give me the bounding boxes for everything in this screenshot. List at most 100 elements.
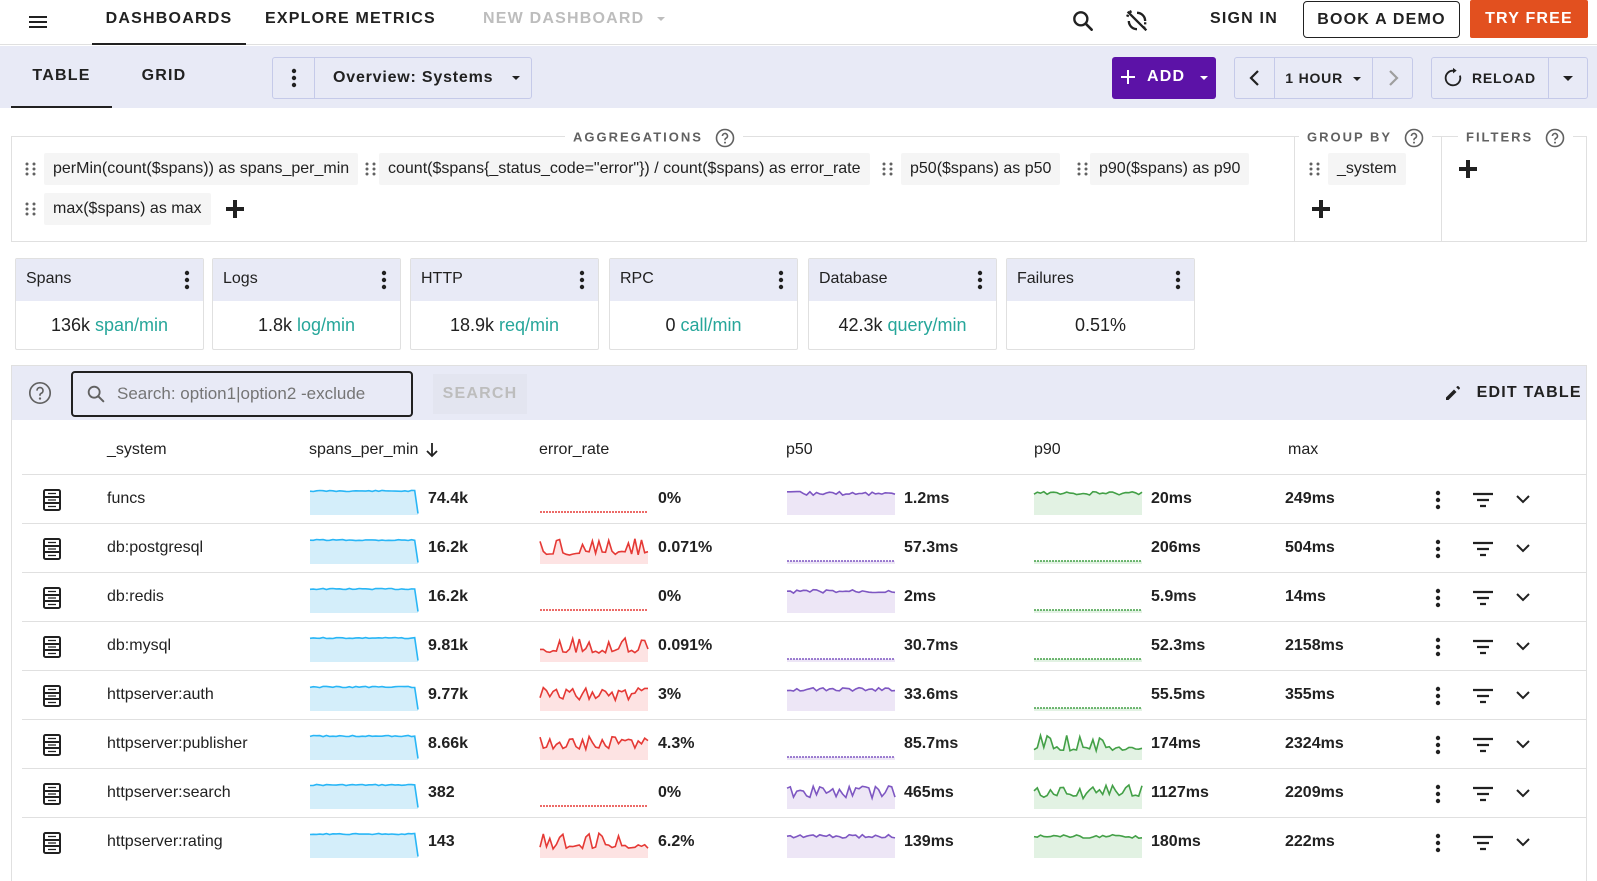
chevron-down-icon[interactable] <box>1515 786 1531 800</box>
table-row[interactable]: db:mysql 9.81k 0.091% 30.7ms <box>22 621 1586 671</box>
chevron-down-icon[interactable] <box>1515 835 1531 849</box>
system-name[interactable]: httpserver:auth <box>107 686 214 703</box>
more-vert-icon[interactable] <box>1434 832 1442 854</box>
column-header-spans-per-min[interactable]: spans_per_min <box>309 441 439 459</box>
add-button[interactable]: ADD <box>1112 57 1216 99</box>
theme-toggle-icon[interactable] <box>1123 7 1151 35</box>
help-icon[interactable] <box>715 128 735 148</box>
system-name[interactable]: db:mysql <box>107 637 172 654</box>
add-filter-button[interactable] <box>1454 155 1482 183</box>
nav-dashboards[interactable]: DASHBOARDS <box>92 0 246 45</box>
chevron-down-icon[interactable] <box>1515 590 1531 604</box>
table-row[interactable]: db:redis 16.2k 0% 2ms <box>22 572 1586 622</box>
help-icon[interactable] <box>28 381 52 405</box>
column-header-max[interactable]: max <box>1288 441 1319 458</box>
aggregation-chip[interactable]: count($spans{_status_code="error"}) / co… <box>379 153 870 185</box>
chevron-down-icon[interactable] <box>1515 541 1531 555</box>
drag-handle-icon[interactable] <box>24 161 38 179</box>
column-header-system[interactable]: _system <box>107 441 167 458</box>
sign-in-link[interactable]: SIGN IN <box>1210 10 1278 27</box>
menu-icon[interactable] <box>26 10 50 34</box>
aggregation-chip[interactable]: max($spans) as max <box>44 193 211 225</box>
search-button[interactable]: SEARCH <box>433 374 527 414</box>
table-row[interactable]: httpserver:rating 143 6.2% 139ms <box>22 817 1586 867</box>
nav-explore-metrics[interactable]: EXPLORE METRICS <box>265 10 436 27</box>
drag-handle-icon[interactable] <box>364 161 378 179</box>
drag-handle-icon[interactable] <box>1308 161 1322 179</box>
more-vert-icon[interactable] <box>183 269 191 291</box>
help-icon[interactable] <box>1545 128 1565 148</box>
more-vert-icon[interactable] <box>578 269 586 291</box>
filter-icon[interactable] <box>1472 736 1494 754</box>
aggregation-chip[interactable]: p50($spans) as p50 <box>901 153 1061 185</box>
metric-card-failures[interactable]: Failures 0.51% <box>1006 258 1195 350</box>
system-name[interactable]: funcs <box>107 490 146 507</box>
more-vert-icon[interactable] <box>1174 269 1182 291</box>
more-vert-icon[interactable] <box>1434 734 1442 756</box>
caret-down-icon[interactable] <box>1199 73 1209 83</box>
chevron-down-icon[interactable] <box>1515 492 1531 506</box>
filter-icon[interactable] <box>1472 834 1494 852</box>
system-name[interactable]: httpserver:publisher <box>107 735 248 752</box>
chevron-down-icon[interactable] <box>1515 737 1531 751</box>
chevron-down-icon[interactable] <box>1515 639 1531 653</box>
filter-icon[interactable] <box>1472 687 1494 705</box>
group-by-chip[interactable]: _system <box>1328 153 1406 185</box>
nav-new-dashboard[interactable]: NEW DASHBOARD <box>483 0 666 45</box>
drag-handle-icon[interactable] <box>24 201 38 219</box>
filter-icon[interactable] <box>1472 491 1494 509</box>
drag-handle-icon[interactable] <box>1076 161 1090 179</box>
column-header-error-rate[interactable]: error_rate <box>539 441 610 458</box>
more-vert-icon[interactable] <box>380 269 388 291</box>
add-group-by-button[interactable] <box>1307 195 1335 223</box>
metric-card-logs[interactable]: Logs 1.8k log/min <box>212 258 401 350</box>
column-header-p90[interactable]: p90 <box>1034 441 1061 458</box>
period-select[interactable]: 1 HOUR <box>1275 58 1372 98</box>
table-row[interactable]: httpserver:search 382 0% 465ms <box>22 768 1586 818</box>
more-vert-icon[interactable] <box>1434 636 1442 658</box>
filter-icon[interactable] <box>1472 589 1494 607</box>
system-name[interactable]: db:redis <box>107 588 164 605</box>
aggregation-chip[interactable]: p90($spans) as p90 <box>1090 153 1250 185</box>
table-row[interactable]: httpserver:auth 9.77k 3% 33.6ms <box>22 670 1586 720</box>
metric-card-rpc[interactable]: RPC 0 call/min <box>609 258 798 350</box>
search-icon[interactable] <box>1070 8 1096 34</box>
aggregation-chip[interactable]: perMin(count($spans)) as spans_per_min <box>44 153 359 185</box>
table-row[interactable]: funcs 74.4k 0% 1.2ms <box>22 474 1586 524</box>
table-row[interactable]: httpserver:publisher 8.66k 4.3% 85.7ms <box>22 719 1586 769</box>
chevron-left-icon[interactable] <box>1235 58 1275 98</box>
try-free-button[interactable]: TRY FREE <box>1470 0 1588 38</box>
table-row[interactable]: db:postgresql 16.2k 0.071% 57.3ms <box>22 523 1586 573</box>
more-vert-icon[interactable] <box>976 269 984 291</box>
search-input[interactable] <box>117 380 407 408</box>
tab-table[interactable]: TABLE <box>11 46 112 108</box>
filter-icon[interactable] <box>1472 785 1494 803</box>
search-field[interactable] <box>71 371 413 417</box>
system-name[interactable]: db:postgresql <box>107 539 204 556</box>
drag-handle-icon[interactable] <box>881 161 895 179</box>
system-name[interactable]: httpserver:rating <box>107 833 223 850</box>
more-vert-icon[interactable] <box>777 269 785 291</box>
book-demo-button[interactable]: BOOK A DEMO <box>1303 1 1460 38</box>
metric-card-spans[interactable]: Spans 136k span/min <box>15 258 204 350</box>
filter-icon[interactable] <box>1472 638 1494 656</box>
column-header-p50[interactable]: p50 <box>786 441 813 458</box>
edit-table-button[interactable]: EDIT TABLE <box>1445 379 1582 407</box>
system-name[interactable]: httpserver:search <box>107 784 231 801</box>
metric-card-database[interactable]: Database 42.3k query/min <box>808 258 997 350</box>
dashboard-name-select[interactable]: Overview: Systems <box>315 58 531 98</box>
dashboard-menu-button[interactable] <box>273 58 315 98</box>
add-aggregation-button[interactable] <box>221 195 249 223</box>
help-icon[interactable] <box>1404 128 1424 148</box>
reload-button[interactable]: RELOAD <box>1432 58 1549 98</box>
more-vert-icon[interactable] <box>1434 538 1442 560</box>
chevron-right-icon[interactable] <box>1372 58 1412 98</box>
more-vert-icon[interactable] <box>1434 489 1442 511</box>
metric-card-http[interactable]: HTTP 18.9k req/min <box>410 258 599 350</box>
filter-icon[interactable] <box>1472 540 1494 558</box>
chevron-down-icon[interactable] <box>1515 688 1531 702</box>
tab-grid[interactable]: GRID <box>141 67 187 84</box>
more-vert-icon[interactable] <box>1434 685 1442 707</box>
caret-down-icon[interactable] <box>1549 58 1587 98</box>
more-vert-icon[interactable] <box>1434 587 1442 609</box>
